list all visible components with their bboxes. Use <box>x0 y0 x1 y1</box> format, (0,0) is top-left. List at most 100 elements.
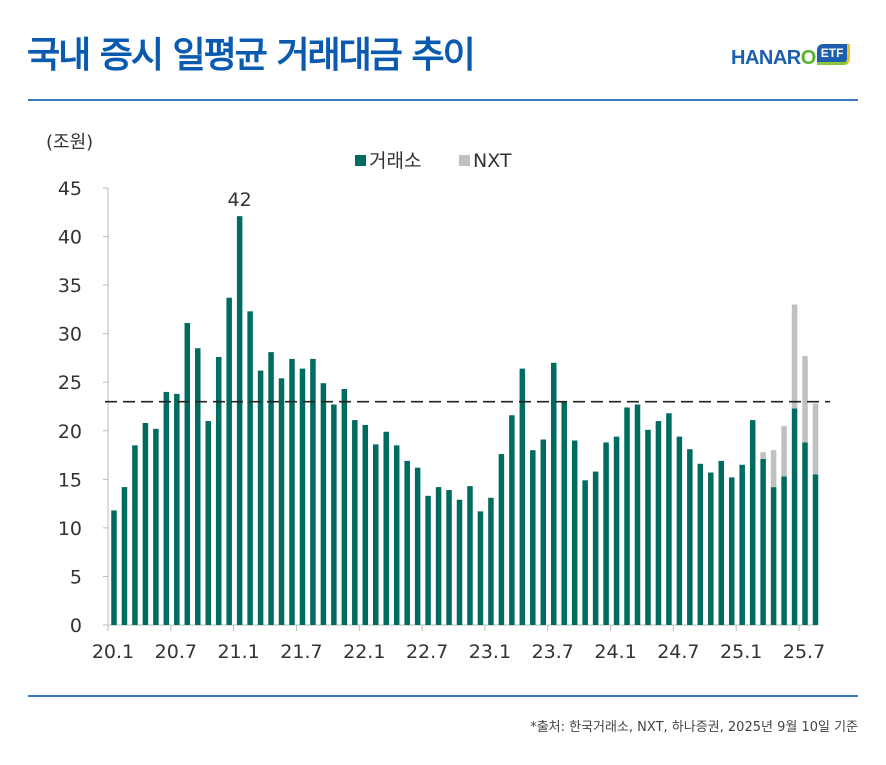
bar-krx <box>111 510 117 625</box>
bar-krx <box>781 476 787 625</box>
bar-krx <box>802 442 808 625</box>
x-tick-label: 21.7 <box>280 641 322 663</box>
bar-krx <box>268 352 274 625</box>
x-tick-label: 20.1 <box>92 641 134 663</box>
y-tick-label: 5 <box>70 566 82 588</box>
bar-krx <box>519 368 526 625</box>
bars <box>111 216 819 625</box>
y-tick-label: 15 <box>58 469 82 491</box>
peak-annotation: 42 <box>228 189 252 211</box>
bar-krx <box>540 439 547 625</box>
bar-krx <box>624 407 630 625</box>
y-tick-label: 0 <box>70 615 82 637</box>
bar-krx <box>812 474 819 625</box>
bar-krx <box>456 499 463 625</box>
bar-krx <box>718 460 725 625</box>
page-title: 국내 증시 일평균 거래대금 추이 <box>27 35 476 76</box>
bar-krx <box>205 421 211 625</box>
bar-krx <box>153 428 159 625</box>
bar-nxt <box>760 452 766 459</box>
bar-krx <box>142 423 149 625</box>
bar-nxt <box>781 425 787 477</box>
bar-krx <box>509 415 515 625</box>
bar-nxt <box>802 356 808 443</box>
bar-krx <box>530 450 536 625</box>
bar-krx <box>697 463 704 625</box>
y-tick-label: 10 <box>58 518 82 540</box>
x-tick-label: 23.1 <box>469 641 511 663</box>
y-tick-label: 20 <box>58 421 82 443</box>
hanaro-etf-logo: HANARO ETF <box>731 44 851 70</box>
bar-krx <box>247 311 253 625</box>
y-unit-label: (조원) <box>46 132 93 153</box>
x-tick-label: 20.7 <box>155 641 197 663</box>
source-note: *출처: 한국거래소, NXT, 하나증권, 2025년 9월 10일 기준 <box>530 720 858 735</box>
x-axis: 20.1 20.7 21.1 21.7 22.1 22.7 23.1 23.7 24.1 24.7… <box>92 624 825 663</box>
y-tick-label: 45 <box>58 178 82 200</box>
bar-krx <box>184 322 191 625</box>
bar-krx <box>435 487 442 625</box>
bar-krx <box>760 458 766 625</box>
x-tick-label: 21.1 <box>217 641 259 663</box>
y-axis: 0 5 10 15 20 25 30 35 40 45 <box>58 178 109 637</box>
legend-swatch-krx <box>355 155 366 166</box>
bar-krx <box>132 445 138 625</box>
bar-krx <box>414 467 421 625</box>
bar-krx <box>739 464 745 625</box>
bar-krx <box>289 358 295 625</box>
bar-krx <box>404 460 410 625</box>
bar-krx <box>257 370 264 625</box>
logo-wordmark: HANARO <box>731 47 816 70</box>
x-tick-label: 25.1 <box>720 641 762 663</box>
bar-krx <box>498 454 505 625</box>
bar-krx <box>278 378 285 625</box>
logo-brand-o: O <box>800 47 817 69</box>
bar-krx <box>467 486 473 625</box>
x-tick-label: 22.1 <box>343 641 385 663</box>
bar-krx <box>550 362 557 625</box>
bar-krx <box>571 440 578 625</box>
bar-krx <box>749 420 756 625</box>
bar-krx <box>373 444 379 625</box>
bar-krx <box>310 358 316 625</box>
bar-krx <box>121 487 128 625</box>
bar-krx <box>770 487 777 625</box>
bar-krx <box>634 404 641 625</box>
bar-krx <box>582 480 588 625</box>
bar-nxt <box>770 450 777 488</box>
legend: 거래소 NXT <box>355 150 512 172</box>
bar-krx <box>163 391 170 625</box>
bar-krx <box>613 436 620 625</box>
x-tick-label: 24.1 <box>594 641 636 663</box>
bar-krx <box>362 424 369 625</box>
bar-krx <box>488 497 494 625</box>
trading-value-chart: (조원) 거래소 NXT 0 5 10 15 20 25 30 35 40 45 20.1 20.7… <box>46 132 830 663</box>
legend-swatch-nxt <box>459 155 470 166</box>
bar-krx <box>393 445 400 625</box>
bar-krx <box>215 356 222 625</box>
bar-krx <box>446 490 452 625</box>
bar-krx <box>341 389 348 625</box>
bar-krx <box>603 442 609 625</box>
bar-krx <box>655 421 662 625</box>
logo-brand: HANAR <box>731 47 801 69</box>
bar-krx <box>791 408 798 625</box>
bar-krx <box>728 477 735 625</box>
x-tick-label: 24.7 <box>657 641 699 663</box>
bar-krx <box>477 511 484 625</box>
bar-krx <box>708 472 714 625</box>
bar-krx <box>352 420 358 625</box>
bar-krx <box>592 471 599 625</box>
x-tick-label: 25.7 <box>783 641 825 663</box>
bar-krx <box>236 216 243 625</box>
x-tick-label: 22.7 <box>406 641 448 663</box>
bar-krx <box>676 436 683 625</box>
bar-krx <box>195 348 201 625</box>
bar-krx <box>645 429 651 625</box>
bar-krx <box>687 449 693 625</box>
bar-krx <box>299 368 306 625</box>
x-tick-label: 23.7 <box>532 641 574 663</box>
y-tick-label: 25 <box>58 372 82 394</box>
footer-divider <box>28 695 858 697</box>
bar-krx <box>383 431 389 625</box>
